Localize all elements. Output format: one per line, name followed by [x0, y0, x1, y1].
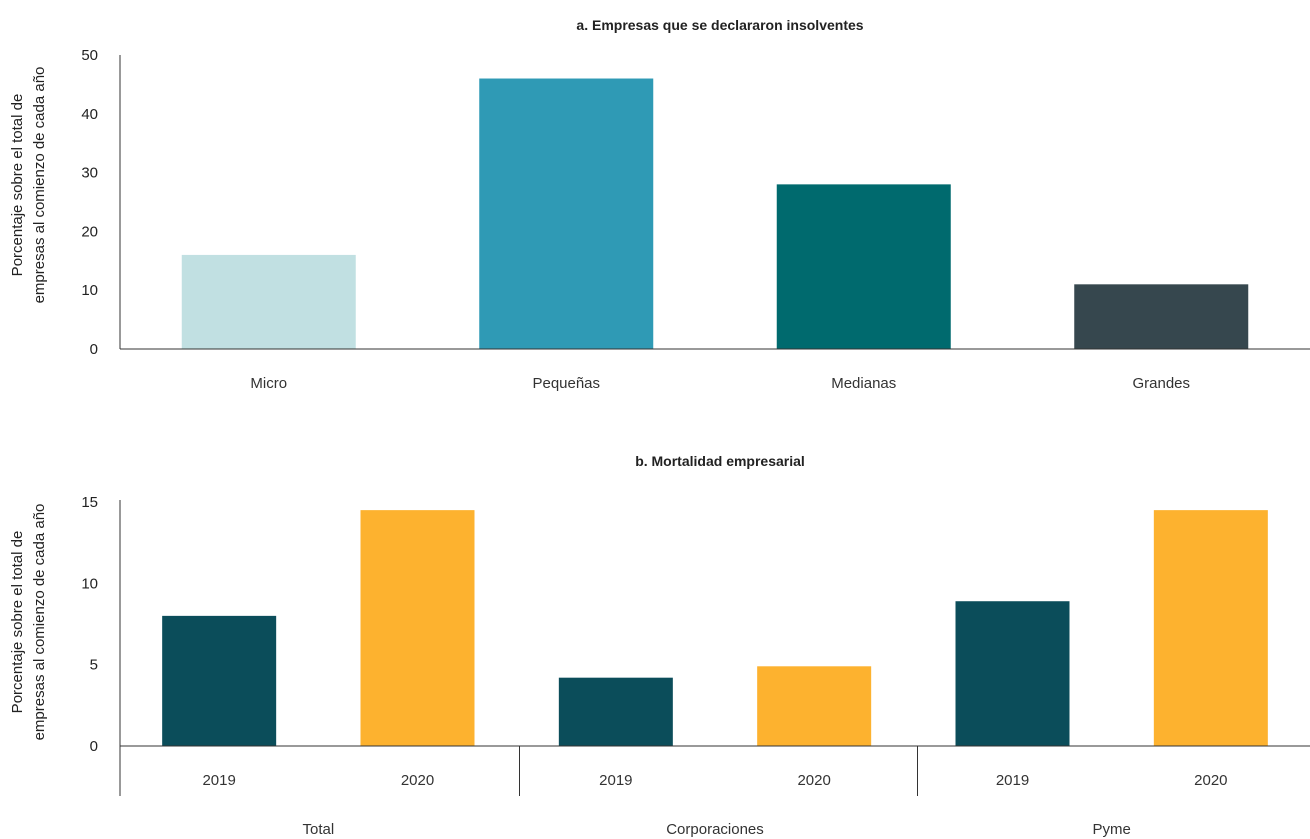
panel-b-group-label: Corporaciones [666, 821, 764, 838]
panel-a-bar [776, 184, 951, 349]
panel-b-bar [757, 666, 872, 746]
panel-a-category-label: Micro [250, 375, 287, 392]
panel-b-bar [1153, 510, 1268, 746]
panel-a-category-label: Grandes [1132, 375, 1190, 392]
panel-a-y-tick-label: 30 [81, 165, 98, 182]
panel-a-category-labels: Micro Pequeñas Medianas Grandes [250, 375, 1190, 392]
panel-a-y-ticks: 0 10 20 30 40 50 [81, 47, 98, 358]
panel-a-bar [1074, 284, 1249, 349]
panel-b-bar [360, 510, 475, 746]
panel-a-bar [181, 254, 356, 349]
panel-b-group-label: Pyme [1092, 821, 1130, 838]
panel-b-y-ticks: 0 5 10 15 [81, 494, 98, 755]
panel-a-y-tick-label: 0 [90, 341, 98, 358]
panel-b-y-tick-label: 5 [90, 657, 98, 674]
panel-b-group-label: Total [302, 821, 334, 838]
panel-b-y-tick-label: 10 [81, 575, 98, 592]
panel-b-title: b. Mortalidad empresarial [635, 453, 805, 469]
panel-b-ylabel-line-2: empresas al comienzo de cada año [31, 504, 48, 741]
panel-b-year-label: 2020 [797, 772, 830, 789]
panel-b-bar [558, 677, 673, 746]
panel-a-bar [479, 78, 654, 350]
panel-b-bar [955, 601, 1070, 746]
panel-b-year-label: 2020 [401, 772, 434, 789]
panel-b-bars [162, 510, 1268, 746]
panel-a-ylabel-line-1: Porcentaje sobre el total de [9, 94, 26, 277]
panel-b-bar [162, 615, 277, 746]
panel-b-year-label: 2019 [202, 772, 235, 789]
panel-b-business-mortality: b. Mortalidad empresarial Porcentaje sob… [9, 453, 1310, 838]
panel-b-category-labels: 2019 2020 Total 2019 2020 Corporaciones 2019 20… [202, 772, 1227, 838]
panel-b-year-label: 2019 [996, 772, 1029, 789]
panel-b-y-tick-label: 0 [90, 738, 98, 755]
panel-a-insolvent-firms: a. Empresas que se declararon insolvente… [9, 17, 1310, 392]
panel-a-bars [181, 78, 1249, 350]
panel-a-category-label: Pequeñas [532, 375, 600, 392]
panel-a-title: a. Empresas que se declararon insolvente… [576, 17, 863, 33]
panel-a-y-tick-label: 50 [81, 47, 98, 64]
panel-b-year-label: 2019 [599, 772, 632, 789]
panel-a-category-label: Medianas [831, 375, 896, 392]
panel-a-ylabel-line-2: empresas al comienzo de cada año [31, 67, 48, 304]
panel-b-y-tick-label: 15 [81, 494, 98, 511]
panel-b-ylabel-line-1: Porcentaje sobre el total de [9, 531, 26, 714]
panel-a-y-tick-label: 10 [81, 282, 98, 299]
panel-a-y-tick-label: 40 [81, 106, 98, 123]
panel-b-year-label: 2020 [1194, 772, 1227, 789]
panel-a-y-tick-label: 20 [81, 223, 98, 240]
